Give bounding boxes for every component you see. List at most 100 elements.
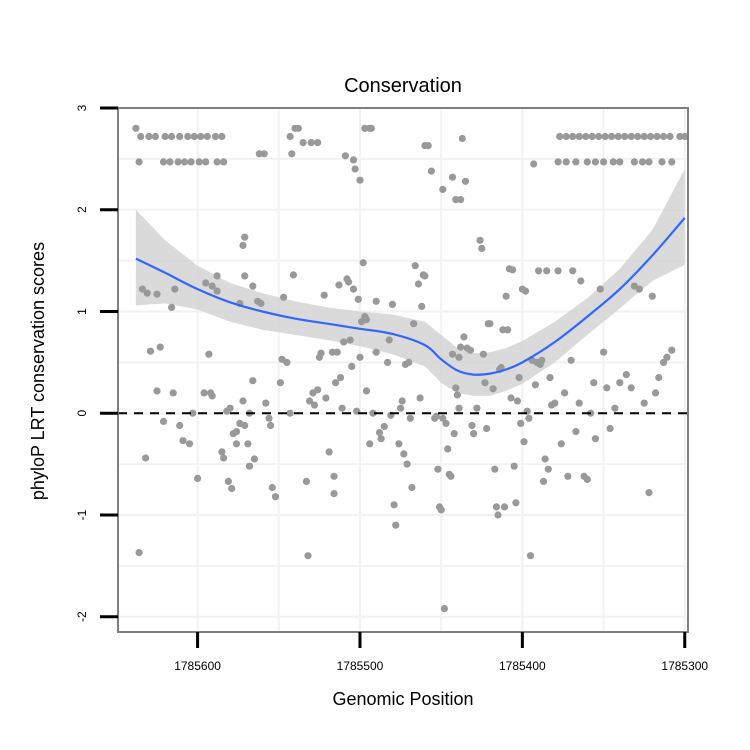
grid-lines [118, 107, 688, 632]
data-point [660, 132, 668, 141]
data-point [385, 336, 393, 344]
data-point [159, 158, 168, 166]
data-point [645, 158, 653, 166]
data-point [500, 503, 509, 511]
data-point [135, 158, 143, 166]
data-point [332, 379, 340, 387]
data-point [494, 511, 502, 519]
data-point [544, 465, 552, 473]
data-point [411, 262, 419, 270]
data-point [276, 379, 284, 387]
data-point [575, 132, 583, 141]
data-point [356, 353, 364, 361]
y-axis: -2 -1 0 1 2 3 [75, 104, 118, 622]
data-point [468, 421, 476, 430]
data-point [489, 385, 497, 393]
data-point [483, 424, 491, 433]
data-point [168, 132, 176, 141]
data-point [452, 384, 460, 392]
data-point [627, 384, 635, 392]
data-point [448, 350, 457, 358]
panel-border [117, 107, 689, 633]
data-point [583, 475, 591, 483]
data-point [189, 409, 197, 417]
data-point [507, 394, 515, 402]
data-point [226, 404, 234, 412]
data-point [244, 440, 252, 448]
data-point [341, 152, 349, 160]
data-point [190, 132, 198, 141]
data-point [200, 389, 208, 397]
data-point [648, 292, 656, 300]
data-point [265, 414, 273, 422]
data-point [159, 417, 168, 425]
data-point [338, 404, 346, 412]
data-point [245, 462, 254, 470]
data-point [228, 484, 236, 493]
data-point [458, 134, 466, 143]
data-point [596, 285, 604, 293]
data-point [457, 196, 465, 204]
data-point [491, 465, 499, 473]
data-point [330, 490, 338, 498]
data-point [663, 353, 671, 361]
data-point [397, 404, 405, 412]
data-point [239, 241, 247, 249]
data-point [262, 399, 270, 407]
data-point [195, 158, 203, 166]
x-tick-label: 1785400 [499, 659, 546, 673]
y-tick-label: 0 [75, 410, 89, 417]
data-point [250, 455, 258, 463]
data-point [403, 460, 411, 468]
data-point [577, 277, 585, 285]
y-tick-label: 2 [75, 206, 89, 213]
data-point [325, 448, 333, 456]
data-point [232, 440, 241, 448]
data-point [410, 320, 418, 328]
data-point [161, 132, 169, 141]
data-point [424, 142, 432, 150]
data-point [681, 132, 689, 141]
data-point [608, 132, 616, 141]
data-point [380, 422, 388, 431]
data-point [286, 409, 294, 417]
data-point [630, 158, 639, 166]
data-point [146, 347, 155, 355]
data-point [448, 173, 457, 181]
data-point [299, 139, 307, 147]
data-point [388, 300, 396, 308]
data-point [546, 374, 554, 382]
data-point [466, 346, 474, 354]
data-point [174, 158, 182, 166]
data-point [218, 448, 226, 456]
data-point [591, 158, 600, 166]
data-point [405, 358, 413, 366]
data-point [317, 349, 325, 357]
data-point [600, 348, 608, 356]
data-point [249, 377, 257, 385]
data-point [440, 605, 448, 613]
data-point [427, 167, 435, 175]
data-point [408, 483, 416, 492]
data-point [372, 348, 380, 356]
data-point [595, 132, 603, 141]
data-point [137, 132, 145, 141]
data-point [634, 132, 642, 141]
data-point [416, 394, 424, 402]
data-point [557, 440, 565, 448]
data-point [526, 552, 535, 560]
data-point [220, 158, 228, 166]
data-point [658, 158, 666, 166]
data-point [504, 326, 512, 334]
data-point [562, 132, 570, 141]
data-point [260, 150, 268, 158]
data-point [168, 303, 176, 311]
data-point [588, 132, 596, 141]
data-point [349, 156, 358, 164]
data-point [647, 132, 655, 141]
data-point [153, 290, 161, 298]
data-point [450, 430, 458, 438]
data-point [390, 501, 398, 509]
data-point [335, 281, 343, 289]
